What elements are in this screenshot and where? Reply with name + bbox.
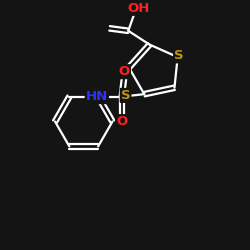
Text: O: O xyxy=(119,65,130,78)
Text: O: O xyxy=(116,115,128,128)
Text: S: S xyxy=(121,89,130,102)
Text: HN: HN xyxy=(86,90,108,103)
Text: OH: OH xyxy=(127,2,150,15)
Text: S: S xyxy=(174,49,184,62)
